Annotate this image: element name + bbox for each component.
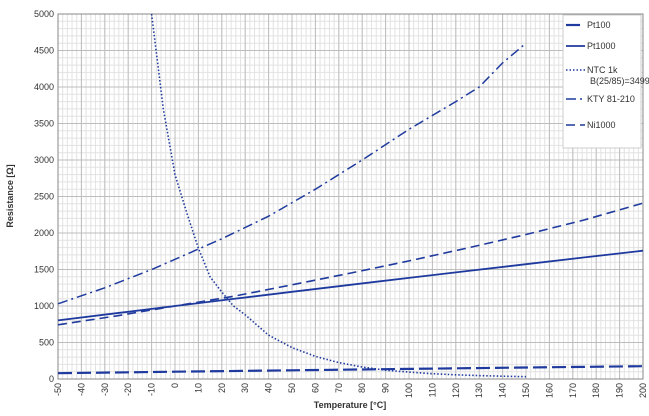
x-tick-labels: -50 -40 -30 -20 -10 0 10 20 30 40 50 60 70 80 90 100 110… (53, 383, 648, 398)
x-tick-label: 130 (474, 383, 484, 398)
x-tick-label: 140 (498, 383, 508, 398)
x-tick-label: 0 (170, 383, 180, 388)
x-tick-label: 90 (381, 383, 391, 393)
x-tick-label: -30 (100, 383, 110, 396)
x-tick-label: 40 (264, 383, 274, 393)
y-tick-label: 0 (49, 374, 54, 384)
series-line-2 (150, 13, 527, 378)
y-tick-label: 500 (39, 338, 54, 348)
y-tick-label: 3500 (34, 119, 54, 129)
legend: Pt100 Pt1000 NTC 1k B(25/85)=3499 KTY 81-210… (562, 14, 649, 149)
y-axis-title: Resistance [Ω] (5, 164, 15, 227)
x-tick-label: 70 (334, 383, 344, 393)
x-tick-label: 180 (591, 383, 601, 398)
y-tick-labels: 0 500 1000 1500 2000 2500 3000 3500 4000 4500 5000 (34, 9, 54, 384)
x-tick-label: 200 (638, 383, 648, 398)
series-line-4 (57, 202, 644, 326)
y-tick-label: 1500 (34, 265, 54, 275)
x-tick-label: 100 (404, 383, 414, 398)
x-tick-label: 120 (451, 383, 461, 398)
x-tick-label: -20 (123, 383, 133, 396)
major-gridlines (57, 13, 644, 380)
x-tick-label: 30 (240, 383, 250, 393)
x-tick-label: 190 (615, 383, 625, 398)
x-tick-label: 50 (287, 383, 297, 393)
series-line-1 (57, 249, 644, 322)
y-tick-label: 5000 (34, 9, 54, 19)
x-tick-label: -40 (76, 383, 86, 396)
y-tick-label: 4500 (34, 46, 54, 56)
legend-label-4: Ni1000 (587, 120, 616, 130)
plot-frame (57, 13, 644, 380)
legend-label-3: KTY 81-210 (587, 94, 635, 104)
y-tick-label: 2000 (34, 228, 54, 238)
series-lines (57, 13, 644, 378)
y-tick-label: 4000 (34, 82, 54, 92)
x-tick-label: 150 (521, 383, 531, 398)
y-tick-label: 1000 (34, 301, 54, 311)
x-tick-label: -10 (147, 383, 157, 396)
series-line-3 (57, 42, 527, 305)
x-tick-label: -50 (53, 383, 63, 396)
x-axis-title: Temperature [°C] (314, 400, 386, 410)
x-tick-label: 170 (568, 383, 578, 398)
x-tick-label: 80 (357, 383, 367, 393)
x-tick-label: 20 (217, 383, 227, 393)
y-tick-label: 2500 (34, 192, 54, 202)
legend-label-0: Pt100 (587, 20, 611, 30)
y-tick-label: 3000 (34, 155, 54, 165)
x-tick-label: 60 (310, 383, 320, 393)
x-tick-label: 10 (193, 383, 203, 393)
legend-label-1: Pt1000 (587, 41, 616, 51)
x-tick-label: 160 (544, 383, 554, 398)
legend-label-2: NTC 1k B(25/85)=3499 (587, 65, 649, 86)
x-tick-label: 110 (427, 383, 437, 397)
legend-box (562, 14, 642, 149)
series-line-0 (57, 365, 644, 375)
